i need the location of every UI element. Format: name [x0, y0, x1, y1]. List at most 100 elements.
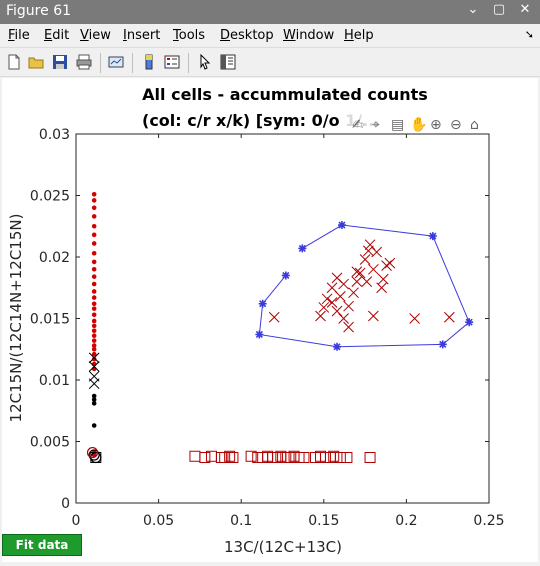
x-point — [377, 273, 389, 285]
menu-view[interactable]: View — [80, 28, 111, 43]
x-point — [343, 300, 354, 312]
close-button[interactable]: ✕ — [519, 2, 531, 17]
square-point — [328, 450, 340, 462]
link-plot-icon[interactable] — [108, 54, 124, 70]
dot-point — [91, 251, 97, 256]
dot-point — [91, 301, 97, 307]
chart-title: All cells - accummulated counts — [142, 85, 428, 104]
y-tick-label: 0.01 — [39, 373, 70, 389]
figure-canvas: All cells - accummulated counts (col: c/… — [2, 78, 538, 562]
menu-edit[interactable]: Edit — [44, 28, 70, 43]
title-bar: Figure 61 ⌄ ▢ ✕ — [0, 0, 540, 24]
star-point — [465, 318, 474, 327]
brush-icon[interactable]: ✍ — [352, 117, 364, 133]
star-point — [438, 340, 447, 349]
dock-arrow-icon[interactable]: ➘ — [524, 28, 534, 41]
menu-window[interactable]: Window — [283, 28, 335, 43]
data-tip-icon[interactable]: ⌖ — [372, 117, 380, 133]
colorbar-icon[interactable] — [141, 54, 157, 70]
figure-toolbar — [0, 47, 540, 77]
save-icon[interactable] — [52, 54, 68, 70]
home-icon[interactable]: ⌂ — [470, 117, 479, 133]
zoom-in-icon[interactable]: ⊕ — [430, 117, 442, 133]
x-point — [376, 282, 387, 294]
star-point — [281, 271, 290, 280]
menu-insert[interactable]: Insert — [123, 28, 161, 43]
plot-area — [75, 133, 490, 504]
new-figure-icon[interactable] — [6, 54, 22, 70]
x-point — [348, 287, 359, 299]
scatter-plot[interactable]: All cells - accummulated counts (col: c/… — [2, 78, 538, 562]
dot-point — [91, 366, 97, 372]
legend-icon[interactable] — [164, 54, 180, 70]
circle-point — [88, 449, 100, 461]
x-point — [88, 352, 100, 364]
x-tick-label: 0.1 — [230, 513, 252, 529]
dot-point — [91, 295, 97, 300]
star-point — [298, 244, 307, 253]
menu-tools[interactable]: Tools — [173, 28, 206, 43]
square-point — [224, 450, 236, 462]
axes-toolbar-background — [346, 112, 492, 134]
dot-point — [91, 198, 97, 203]
x-point — [371, 246, 383, 258]
dot-point — [91, 423, 97, 428]
rotate-icon[interactable]: ▤ — [391, 117, 404, 133]
dot-point — [91, 241, 97, 246]
property-inspector-icon[interactable] — [220, 54, 236, 70]
maximize-button[interactable]: ▢ — [492, 2, 506, 17]
dot-point — [91, 312, 97, 318]
y-tick-label: 0.015 — [30, 312, 70, 328]
x-point — [351, 266, 363, 278]
fit-data-button[interactable]: Fit data — [2, 534, 82, 556]
circle-point — [86, 446, 99, 459]
dot-point — [91, 328, 97, 334]
x-point — [268, 311, 280, 323]
dot-point — [91, 267, 97, 272]
x-point — [443, 311, 455, 323]
square-point — [245, 450, 257, 462]
menu-help[interactable]: Help — [344, 28, 374, 43]
x-point — [359, 254, 371, 265]
dot-point — [91, 401, 97, 406]
dot-point — [91, 361, 97, 367]
x-tick-label: 0.05 — [143, 513, 174, 529]
x-point — [351, 276, 363, 287]
menu-file[interactable]: File — [8, 28, 30, 43]
star-point — [255, 330, 264, 339]
toolbar-separator — [100, 53, 101, 73]
zoom-out-icon[interactable]: ⊖ — [450, 117, 462, 133]
x-point — [361, 276, 373, 287]
menu-bar: File Edit View Insert Tools Desktop Wind… — [0, 24, 540, 46]
chart-subtitle: (col: c/r x/k) [sym: 0/o 1/... — [142, 111, 380, 130]
dot-point — [91, 223, 97, 229]
dot-point — [91, 346, 97, 352]
star-point — [333, 342, 342, 351]
y-tick-label: 0.02 — [39, 250, 70, 266]
x-point — [88, 378, 100, 390]
minimize-button[interactable]: ⌄ — [467, 2, 479, 17]
square-point — [334, 451, 346, 463]
x-point — [381, 260, 392, 271]
x-point — [338, 278, 349, 290]
open-file-icon[interactable] — [28, 54, 44, 70]
dot-point — [91, 191, 97, 197]
y-axis-label: 12C15N/(12C14N+12C15N) — [7, 214, 25, 423]
menu-desktop[interactable]: Desktop — [220, 28, 274, 43]
square-point — [199, 451, 211, 463]
dot-point — [91, 323, 97, 329]
pan-hand-icon[interactable]: ✋ — [410, 116, 427, 133]
x-point — [321, 293, 333, 305]
pointer-icon[interactable] — [197, 54, 213, 70]
x-point — [88, 361, 100, 372]
data-marks — [86, 191, 474, 464]
dot-point — [91, 232, 97, 238]
y-tick-label: 0.03 — [39, 127, 70, 143]
x-point — [368, 310, 379, 322]
print-icon[interactable] — [76, 54, 92, 70]
window-controls: ⌄ ▢ ✕ — [464, 2, 534, 17]
star-point — [428, 232, 437, 241]
x-point — [338, 313, 349, 324]
y-tick-label: 0.025 — [30, 189, 70, 205]
square-point — [272, 451, 284, 463]
